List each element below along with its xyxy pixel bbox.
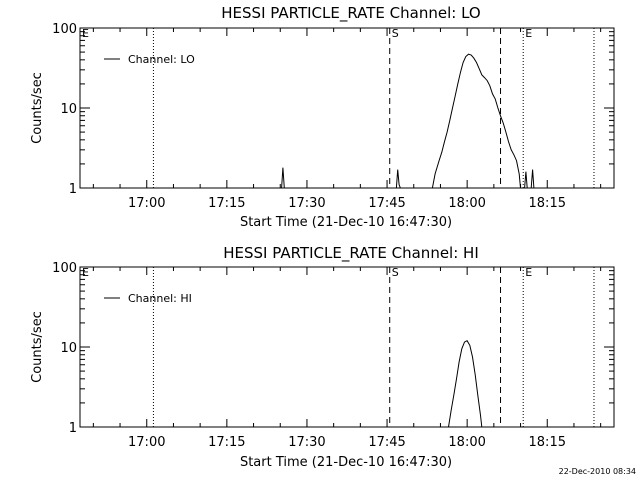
plot-frame [79, 266, 615, 428]
x-tick-label: 17:30 [288, 196, 325, 211]
x-tick-label: 18:15 [529, 196, 566, 211]
marker-label: E [82, 266, 89, 279]
x-axis-label: Start Time (21-Dec-10 16:47:30) [240, 215, 452, 230]
panel-hi-channel: HESSI PARTICLE_RATE Channel: HI Counts/s… [30, 244, 615, 470]
x-tick-label: 18:00 [448, 196, 485, 211]
x-axis-label: Start Time (21-Dec-10 16:47:30) [240, 455, 452, 470]
marker-label: E [525, 266, 532, 279]
plot-frame [79, 27, 615, 189]
y-tick-label: 100 [52, 22, 77, 37]
marker-label: S [392, 27, 399, 40]
y-tick-label: 10 [60, 102, 77, 117]
y-tick-label: 1 [69, 182, 77, 197]
x-tick-label: 18:00 [448, 435, 485, 450]
chart-title: HESSI PARTICLE_RATE Channel: HI [223, 244, 479, 263]
x-tick-label: 17:00 [128, 435, 165, 450]
legend: Channel: HI [104, 292, 192, 305]
x-tick-label: 17:15 [208, 435, 245, 450]
series-line-segment [524, 171, 528, 189]
x-tick-label: 17:00 [128, 196, 165, 211]
panel-lo-channel: HESSI PARTICLE_RATE Channel: LO Counts/s… [30, 4, 615, 230]
marker-label: S [392, 266, 399, 279]
series-line-segment [395, 169, 401, 189]
marker-label: E [525, 27, 532, 40]
legend-label: Channel: LO [128, 53, 195, 66]
x-tick-label: 17:45 [368, 435, 405, 450]
y-axis-label: Counts/sec [30, 72, 45, 144]
x-tick-label: 17:45 [368, 196, 405, 211]
x-tick-label: 17:15 [208, 196, 245, 211]
chart-title: HESSI PARTICLE_RATE Channel: LO [221, 4, 480, 23]
series-line-segment [448, 340, 483, 428]
series-line-segment [281, 167, 285, 189]
y-axis-label: Counts/sec [30, 311, 45, 383]
marker-label: E [82, 27, 89, 40]
series-line-segment [530, 169, 535, 189]
series-line-segment [431, 53, 521, 189]
y-tick-label: 10 [60, 341, 77, 356]
x-tick-label: 18:15 [529, 435, 566, 450]
generation-timestamp: 22-Dec-2010 08:34 [559, 467, 636, 476]
legend-label: Channel: HI [128, 292, 192, 305]
y-tick-label: 100 [52, 261, 77, 276]
y-tick-label: 1 [69, 421, 77, 436]
legend: Channel: LO [104, 53, 195, 66]
x-tick-label: 17:30 [288, 435, 325, 450]
